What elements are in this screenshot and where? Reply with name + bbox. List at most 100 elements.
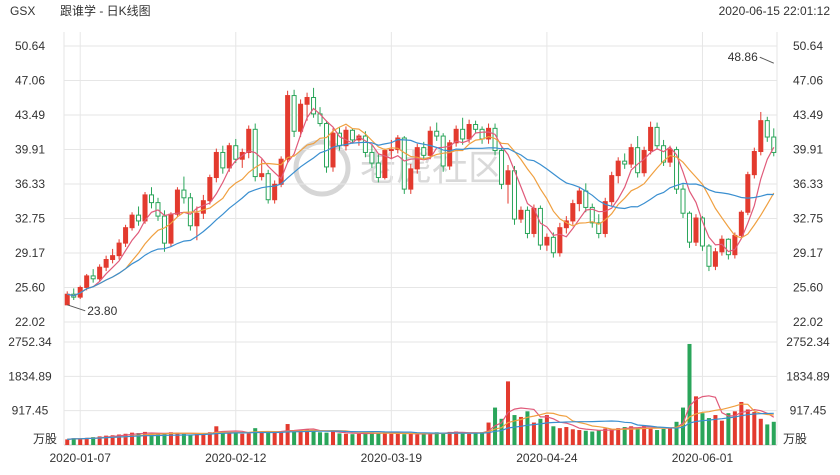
candle-body <box>148 194 155 204</box>
ticker-label: GSX <box>10 4 35 18</box>
candle-body <box>136 214 142 222</box>
volume-bar <box>525 411 530 445</box>
volume-bar <box>428 433 433 445</box>
volume-bar <box>318 432 323 445</box>
candle-body <box>557 227 563 254</box>
candle-body <box>648 126 654 152</box>
candle-body <box>116 242 122 257</box>
candle-body <box>609 175 615 203</box>
candle-body <box>745 174 751 213</box>
candle-body <box>771 136 777 153</box>
volume-bar <box>467 433 472 445</box>
volume-bar <box>246 433 251 445</box>
candle-body <box>615 160 621 177</box>
volume-bar <box>220 431 225 445</box>
volume-bar <box>739 401 744 445</box>
volume-bar <box>259 431 264 445</box>
watermark-logo-icon <box>293 139 351 197</box>
volume-bar <box>233 432 238 445</box>
volume-bar <box>155 434 160 445</box>
volume-bar <box>473 433 478 445</box>
candle-body <box>576 190 582 205</box>
volume-bar <box>557 428 562 445</box>
volume-bar <box>499 418 504 445</box>
candle-body <box>518 209 524 220</box>
candle-body <box>466 123 472 140</box>
volume-ma20-line <box>67 412 774 440</box>
volume-bar <box>544 415 549 445</box>
candle-body <box>311 96 317 115</box>
volume-bar <box>285 424 290 445</box>
annotation-leader <box>67 304 86 312</box>
volume-bar <box>538 418 543 445</box>
volume-bar <box>752 412 757 445</box>
volume-bar <box>590 431 595 445</box>
candle-body <box>349 129 355 141</box>
candle-body <box>421 147 427 156</box>
volume-tick-right: 2752.34 <box>786 335 830 349</box>
candle-body <box>64 293 70 306</box>
volume-bar <box>168 432 173 445</box>
candle-body <box>460 128 466 140</box>
volume-bar <box>207 432 212 445</box>
volume-unit-left: 万股 <box>33 432 57 446</box>
candle-body <box>220 151 226 169</box>
volume-bar <box>421 433 426 445</box>
candle-body <box>207 177 213 202</box>
volume-bar <box>71 438 76 445</box>
candle-body <box>583 190 589 208</box>
candle-body <box>375 162 381 179</box>
volume-bar <box>486 422 491 445</box>
candle-body <box>699 217 705 247</box>
candle-body <box>732 234 738 256</box>
candle-body <box>706 245 712 267</box>
volume-bar <box>648 428 653 445</box>
candle-body <box>453 128 459 144</box>
volume-bar <box>214 426 219 445</box>
candle-body <box>168 213 174 244</box>
candle-body <box>226 145 232 169</box>
volume-tick-left: 1834.89 <box>8 369 52 383</box>
volume-bar <box>123 433 128 445</box>
volume-bar <box>655 430 660 445</box>
candle-body <box>712 251 718 267</box>
candle-body <box>259 173 265 178</box>
volume-bar <box>415 434 420 445</box>
candle-body <box>324 123 330 168</box>
candle-body <box>194 212 200 227</box>
volume-bar <box>376 433 381 445</box>
volume-bar <box>188 434 193 445</box>
price-tick-right: 43.49 <box>793 108 823 122</box>
candle-body <box>233 145 239 160</box>
volume-bar <box>596 430 601 445</box>
volume-bar <box>343 433 348 445</box>
price-tick-right: 29.17 <box>793 246 823 260</box>
volume-bar <box>480 432 485 445</box>
volume-bar <box>629 426 634 445</box>
volume-bar <box>758 418 763 445</box>
candle-body <box>174 189 180 215</box>
volume-bar <box>350 434 355 445</box>
price-tick-left: 39.91 <box>15 143 45 157</box>
price-tick-right: 47.06 <box>793 74 823 88</box>
volume-bar <box>149 433 154 445</box>
price-ma10-line <box>67 123 775 297</box>
candle-body <box>758 120 764 153</box>
candle-body <box>686 212 693 243</box>
candle-body <box>103 259 109 268</box>
candle-body <box>674 149 680 190</box>
annotation-label: 48.86 <box>728 50 758 64</box>
volume-bar <box>78 438 83 445</box>
volume-bar <box>635 427 640 445</box>
volume-bar <box>570 429 575 445</box>
date-tick-label: 2020-01-07 <box>50 451 112 465</box>
candle-body <box>570 203 576 222</box>
volume-bar <box>143 431 148 445</box>
volume-tick-right: 917.45 <box>790 404 827 418</box>
candle-body <box>602 201 608 234</box>
candle-body <box>738 211 744 236</box>
volume-bar <box>91 437 96 445</box>
volume-bar <box>279 431 284 445</box>
volume-bar <box>577 430 582 445</box>
